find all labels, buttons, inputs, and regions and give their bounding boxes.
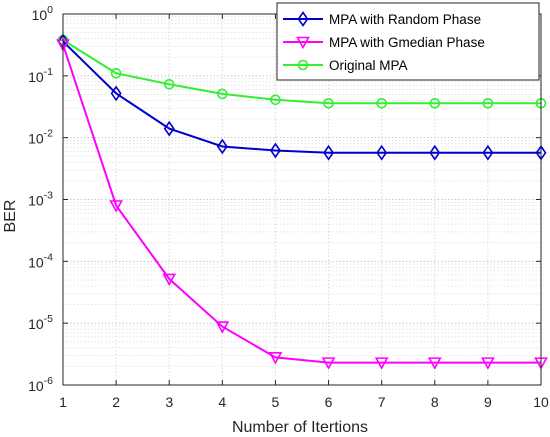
data-point xyxy=(217,88,228,100)
data-point xyxy=(110,85,122,102)
y-tick-label: 10-1 xyxy=(28,66,53,85)
legend-marker xyxy=(296,36,310,50)
x-tick-label: 10 xyxy=(533,394,549,410)
data-point xyxy=(429,97,441,109)
x-tick-label: 4 xyxy=(218,394,226,410)
data-point xyxy=(216,138,228,155)
data-point xyxy=(163,78,175,90)
series-line xyxy=(62,40,541,154)
data-point xyxy=(162,273,177,287)
data-point xyxy=(482,144,494,161)
data-point xyxy=(376,144,388,161)
y-tick-label: 10-3 xyxy=(28,190,53,209)
x-tick-label: 7 xyxy=(378,394,386,410)
data-point xyxy=(321,357,336,370)
series-line xyxy=(62,44,541,364)
x-tick-label: 6 xyxy=(325,394,333,410)
data-point xyxy=(429,144,441,161)
data-point xyxy=(482,97,494,109)
x-tick-label: 9 xyxy=(484,394,492,410)
y-axis-title: BER xyxy=(2,200,19,233)
x-axis-title: Number of Itertions xyxy=(232,419,368,436)
data-point xyxy=(268,352,283,365)
data-point xyxy=(427,357,442,370)
data-point xyxy=(374,357,389,370)
series-mpa-with-random-phase xyxy=(57,33,547,161)
y-tick-label: 10-2 xyxy=(28,128,53,147)
legend-marker xyxy=(297,59,309,71)
data-point xyxy=(110,67,122,79)
y-tick-label: 10-6 xyxy=(28,375,53,394)
data-point xyxy=(215,321,230,334)
legend-label: MPA with Random Phase xyxy=(329,12,481,27)
legend: MPA with Random Phase MPA with Gmedian Ph… xyxy=(276,2,540,81)
data-point xyxy=(323,144,335,161)
x-tick-label: 1 xyxy=(59,394,67,410)
legend-item: MPA with Gmedian Phase xyxy=(283,35,485,50)
x-tick-label: 8 xyxy=(431,394,439,410)
legend-label: Original MPA xyxy=(329,58,408,73)
data-point xyxy=(269,142,281,159)
legend-marker xyxy=(297,11,309,27)
data-point xyxy=(376,97,387,109)
legend-item: Original MPA xyxy=(283,58,408,73)
x-tick-label: 3 xyxy=(165,394,173,410)
axes: 1 2 3 4 5 6 7 8 9 10 10-6 10-5 10-4 10-3 10-2 10-1 100 xyxy=(28,4,549,410)
data-point xyxy=(323,97,334,109)
legend-item: MPA with Random Phase xyxy=(283,11,481,27)
data-point xyxy=(270,94,281,106)
series-layer xyxy=(56,33,548,370)
legend-label: MPA with Gmedian Phase xyxy=(329,35,485,50)
data-point xyxy=(481,357,495,370)
x-tick-label: 2 xyxy=(112,394,120,410)
y-tick-label: 100 xyxy=(32,4,54,23)
series-line xyxy=(62,39,541,105)
series-mpa-with-gmedian-phase xyxy=(56,39,548,370)
data-point xyxy=(109,200,123,213)
y-tick-label: 10-4 xyxy=(28,251,53,270)
x-tick-label: 5 xyxy=(272,394,280,410)
y-tick-label: 10-5 xyxy=(28,313,53,332)
data-point xyxy=(163,120,175,137)
